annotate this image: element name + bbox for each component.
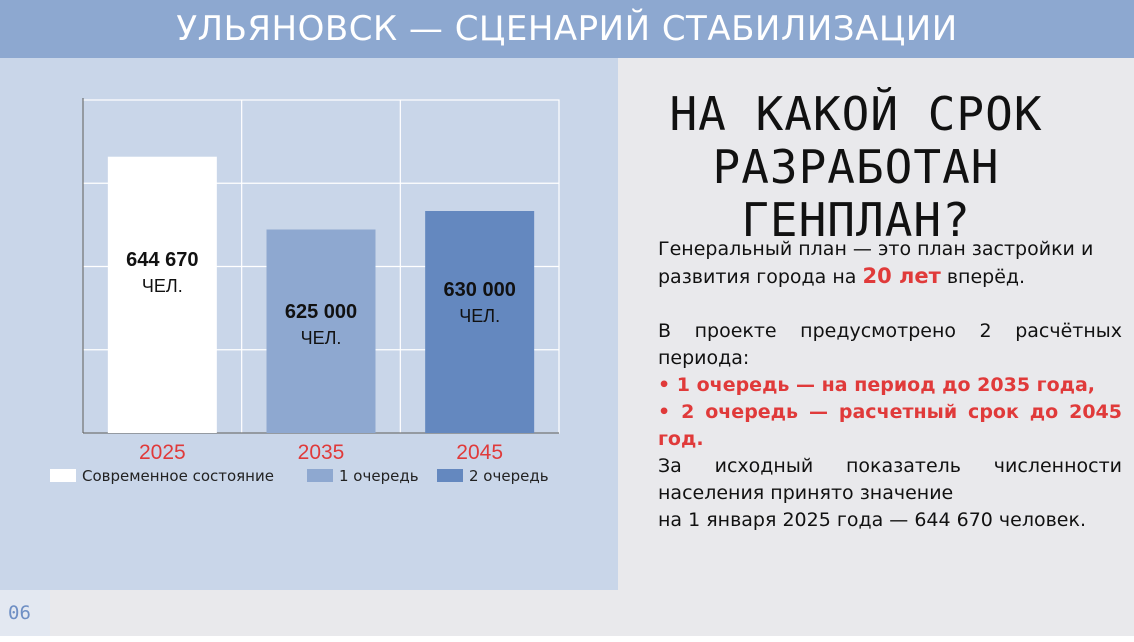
- legend-label-1: Современное состояние: [82, 467, 274, 485]
- x-tick-2045: 2045: [456, 441, 503, 464]
- unit-label-2025: ЧЕЛ.: [142, 276, 183, 296]
- intro-paragraph: Генеральный план — это план застройки и …: [658, 236, 1122, 291]
- baseline-text: За исходный показатель численности насел…: [658, 455, 1122, 504]
- details-paragraph: В проекте предусмотрено 2 расчётных пери…: [658, 318, 1122, 534]
- population-chart: 644 670 ЧЕЛ. 2025 625 000 ЧЕЛ. 2035 630 000 ЧЕЛ…: [50, 98, 560, 485]
- intro-highlight: 20 лет: [862, 264, 941, 288]
- bar-2025: [107, 156, 217, 433]
- intro-text-after: вперёд.: [940, 266, 1026, 288]
- intro-text-before: Генеральный план — это план застройки и …: [658, 238, 1094, 288]
- chart-legend: Современное состояние 1 очередь 2 очередь: [50, 467, 549, 485]
- page-number: 06: [8, 602, 31, 624]
- legend-label-3: 2 очередь: [469, 467, 549, 485]
- legend-swatch-1: [50, 469, 76, 482]
- baseline-date-text: на 1 января 2025 года — 644 670 человек.: [658, 509, 1087, 531]
- stage2-item: • 2 очередь — расчетный срок до 2045 год…: [658, 401, 1122, 450]
- chart-bars: [107, 156, 535, 433]
- unit-label-2035: ЧЕЛ.: [301, 328, 342, 348]
- legend-swatch-3: [437, 469, 463, 482]
- value-label-2045: 630 000: [444, 279, 516, 301]
- periods-text: В проекте предусмотрено 2 расчётных пери…: [658, 320, 1122, 369]
- question-heading: НА КАКОЙ СРОК РАЗРАБОТАН ГЕНПЛАН?: [669, 87, 1043, 247]
- value-label-2035: 625 000: [285, 301, 357, 323]
- x-tick-2035: 2035: [298, 441, 345, 464]
- legend-label-2: 1 очередь: [339, 467, 419, 485]
- stage1-item: • 1 очередь — на период до 2035 года,: [658, 374, 1096, 396]
- legend-swatch-2: [307, 469, 333, 482]
- title-bar: УЛЬЯНОВСК — СЦЕНАРИЙ СТАБИЛИЗАЦИИ: [0, 0, 1134, 58]
- page-number-box: [0, 590, 50, 638]
- text-panel: [618, 58, 1134, 638]
- unit-label-2045: ЧЕЛ.: [459, 306, 500, 326]
- chart-labels: 644 670 ЧЕЛ. 2025 625 000 ЧЕЛ. 2035 630 000 ЧЕЛ…: [126, 249, 516, 464]
- x-tick-2025: 2025: [139, 441, 186, 464]
- value-label-2025: 644 670: [126, 249, 198, 271]
- slide-title: УЛЬЯНОВСК — СЦЕНАРИЙ СТАБИЛИЗАЦИИ: [176, 9, 958, 49]
- bar-2045: [425, 211, 535, 433]
- bottom-strip: [0, 636, 1134, 642]
- bar-2035: [266, 229, 376, 433]
